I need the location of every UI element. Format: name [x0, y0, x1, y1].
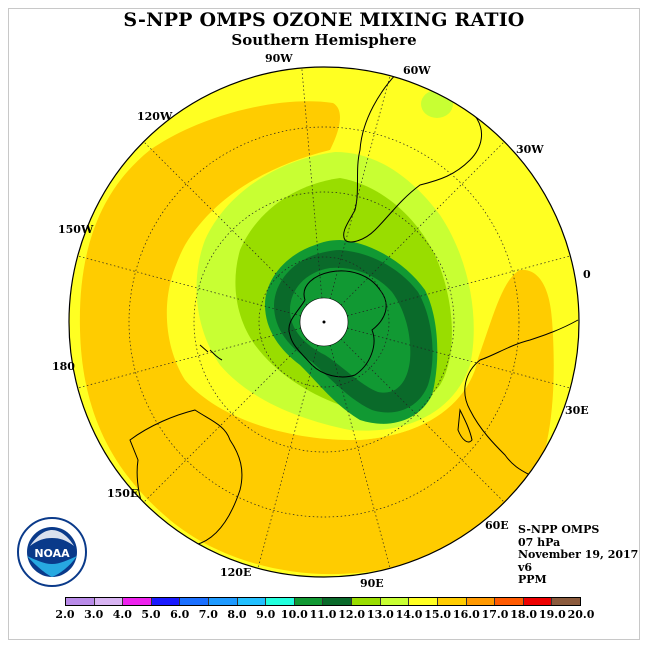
- latitude-circles: [128, 126, 520, 518]
- color-bar-segment: [437, 598, 467, 605]
- longitude-label: 120W: [137, 110, 173, 123]
- color-bar-segment: [209, 598, 238, 605]
- field-16-band: [79, 101, 554, 575]
- color-bar-tick-label: 14.0: [395, 608, 423, 621]
- coast-madagascar: [457, 408, 473, 443]
- meridian-line: [143, 321, 325, 503]
- longitude-label: 60W: [403, 64, 431, 77]
- info-units: PPM: [518, 573, 547, 587]
- color-bar-segment: [380, 598, 410, 605]
- map-title: S-NPP OMPS OZONE MIXING RATIO: [123, 9, 525, 31]
- color-bar-tick-label: 6.0: [170, 608, 190, 621]
- info-level: 07 hPa: [518, 535, 561, 549]
- meridian-line: [77, 255, 325, 323]
- color-bar-tick-label: 13.0: [366, 608, 394, 621]
- meridian-line: [323, 321, 505, 503]
- color-bar-tick-label: 12.0: [338, 608, 366, 621]
- color-bar: [65, 597, 581, 606]
- color-bar-tick-label: 11.0: [309, 608, 337, 621]
- meridian-line: [323, 321, 391, 569]
- field-14-blob: [421, 90, 453, 118]
- color-bar-segment: [94, 598, 124, 605]
- latitude-circle-60s: [193, 191, 455, 453]
- meridian-lines: [77, 67, 571, 569]
- color-bar-segment: [523, 598, 553, 605]
- meridian-line: [323, 141, 505, 323]
- logo-text: NOAA: [34, 547, 70, 560]
- color-bar-tick-label: 7.0: [198, 608, 218, 621]
- latitude-circle-75s: [258, 256, 390, 388]
- meridian-line: [301, 67, 325, 323]
- color-bar-segment: [66, 598, 95, 605]
- color-bar-segment: [323, 598, 353, 605]
- south-pole-marker: [322, 320, 326, 324]
- color-bar-tick-label: 10.0: [280, 608, 308, 621]
- color-bar-tick-label: 19.0: [538, 608, 566, 621]
- color-bar-segment: [409, 598, 438, 605]
- longitude-label: 60E: [485, 519, 509, 532]
- color-bar-segment: [180, 598, 210, 605]
- longitude-label: 180: [52, 360, 75, 373]
- color-bar-tick-label: 16.0: [452, 608, 480, 621]
- meridian-line: [323, 75, 391, 323]
- meridian-line: [257, 321, 325, 569]
- info-block: S-NPP OMPS 07 hPa November 19, 2017 v6 P…: [518, 523, 639, 587]
- meridian-line: [323, 321, 571, 389]
- color-bar-labels: 2.0 3.0 4.0 5.0 6.0 7.0 8.0 9.0 10.0 11.0 12.0 13.0…: [55, 608, 594, 622]
- color-bar-segment: [495, 598, 524, 605]
- color-bar-segment: [294, 598, 324, 605]
- longitude-label: 120E: [220, 566, 252, 579]
- longitude-label: 90E: [360, 577, 384, 590]
- color-bar-tick-label: 20.0: [567, 608, 595, 621]
- coast-antarctica: [288, 270, 387, 378]
- meridian-line: [323, 255, 571, 323]
- color-bar-segment: [151, 598, 181, 605]
- info-date: November 19, 2017: [518, 548, 639, 562]
- info-product: S-NPP OMPS: [518, 523, 600, 536]
- meridian-line: [77, 321, 325, 389]
- color-bar-tick-label: 17.0: [481, 608, 509, 621]
- figure-frame: [8, 8, 640, 640]
- map-subtitle: Southern Hemisphere: [231, 31, 417, 49]
- color-bar-tick-label: 2.0: [55, 608, 75, 621]
- meridian-line: [143, 141, 325, 323]
- longitude-label: 90W: [265, 52, 293, 65]
- info-version: v6: [518, 560, 533, 574]
- color-bar-segment: [266, 598, 295, 605]
- longitude-label: 30W: [516, 143, 544, 156]
- longitude-label: 150W: [58, 223, 94, 236]
- longitude-label: 30E: [565, 404, 589, 417]
- noaa-logo-icon: NOAA: [17, 517, 87, 587]
- color-bar-segment: [552, 598, 580, 605]
- longitude-label: 0: [583, 268, 591, 281]
- color-bar-tick-label: 9.0: [256, 608, 276, 621]
- coast-new-zealand: [199, 344, 223, 361]
- color-bar-tick-label: 15.0: [424, 608, 452, 621]
- color-bar-segment: [466, 598, 496, 605]
- color-bar-segment: [123, 598, 152, 605]
- color-bar-tick-label: 18.0: [510, 608, 538, 621]
- map-border: [68, 66, 580, 578]
- coast-africa: [464, 319, 579, 476]
- color-bar-tick-label: 8.0: [227, 608, 247, 621]
- color-bar-tick-label: 5.0: [141, 608, 161, 621]
- latitude-circle-45s: [128, 126, 520, 518]
- color-bar-segment: [237, 598, 267, 605]
- color-bar-tick-label: 3.0: [84, 608, 104, 621]
- coast-south-america: [343, 69, 483, 243]
- longitude-label: 150E: [107, 487, 139, 500]
- color-bar-tick-label: 4.0: [112, 608, 132, 621]
- color-bar-segment: [352, 598, 381, 605]
